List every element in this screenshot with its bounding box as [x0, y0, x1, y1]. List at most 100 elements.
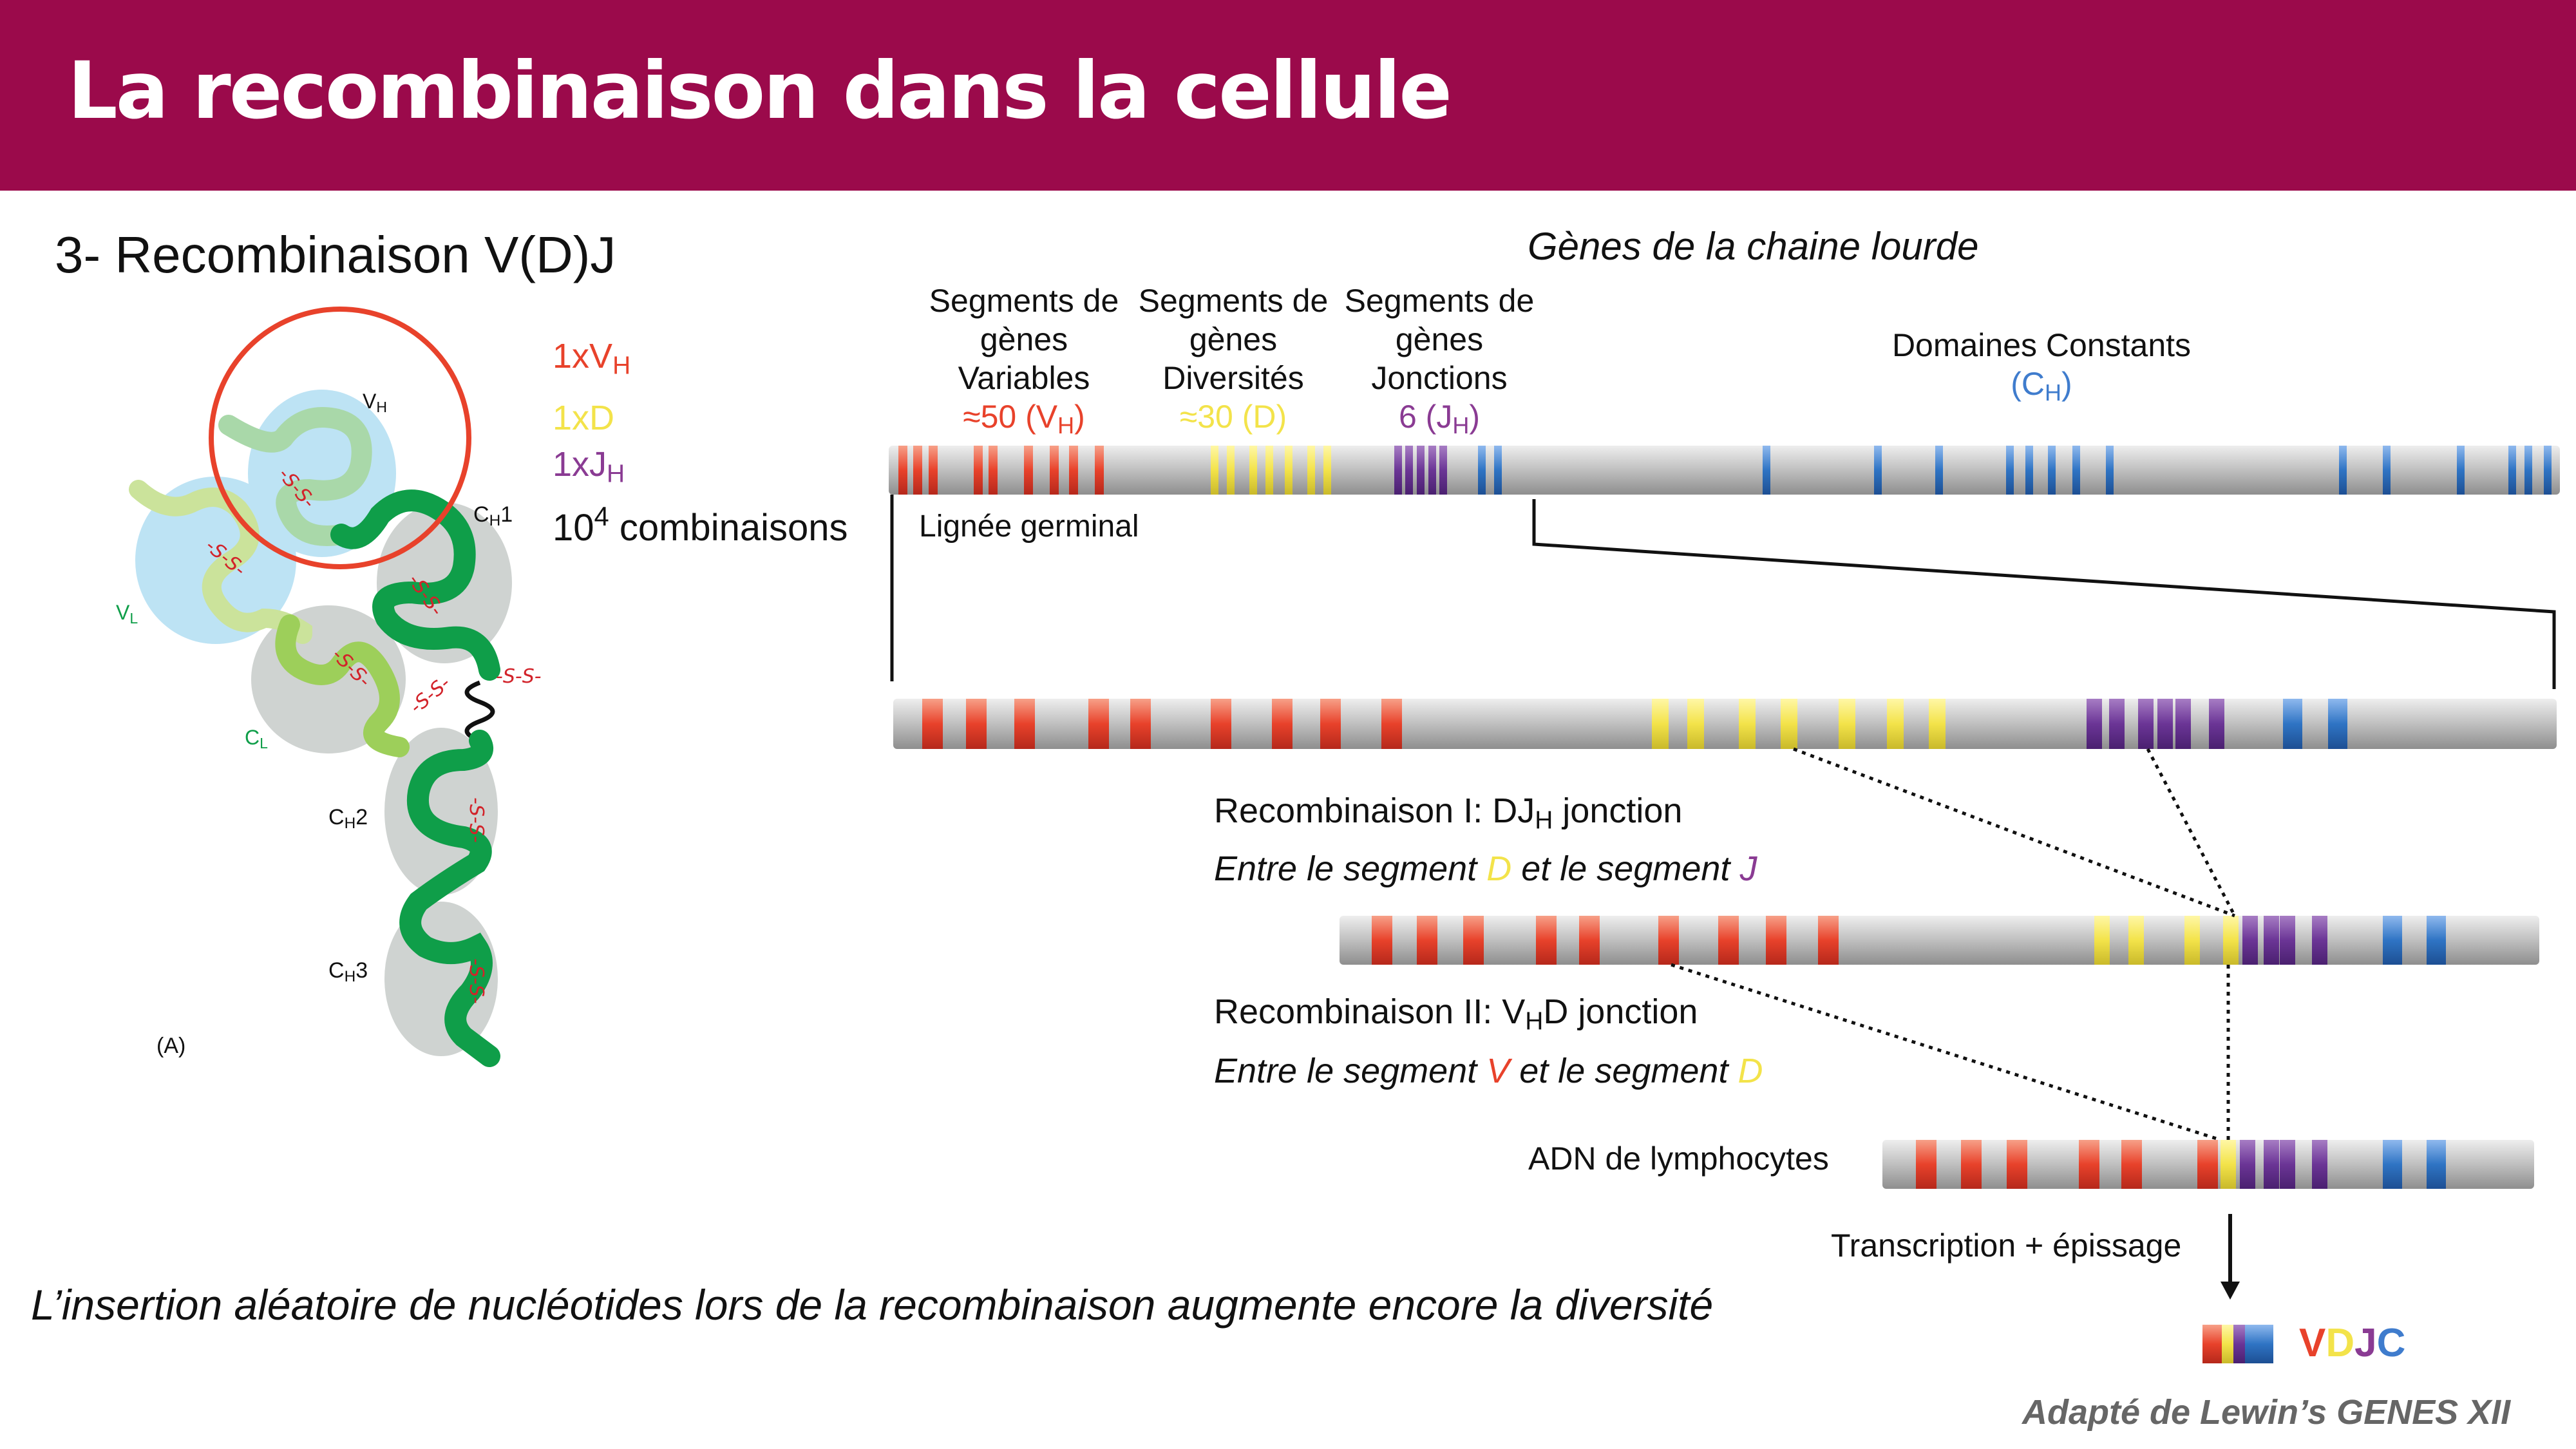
- c-segment-stripe: [2544, 446, 2552, 495]
- d-segment-stripe: [2128, 916, 2144, 965]
- j-segment-stripe: [2209, 699, 2224, 749]
- v-segment-stripe: [1095, 446, 1104, 495]
- v-segment-stripe: [1417, 916, 1437, 965]
- j-segment-stripe: [2312, 916, 2327, 965]
- d-segment-stripe: [1839, 699, 1855, 749]
- antibody-illustration: -S-S- -S-S- -S-S- -S-S- -S-S- -S-S- -S-S…: [129, 307, 542, 1067]
- transcription-label: Transcription + épissage: [1831, 1227, 2182, 1264]
- j-segment-stripe: [2087, 699, 2102, 749]
- v-segment-stripe: [974, 446, 983, 495]
- c-segment-stripe: [2383, 1140, 2402, 1189]
- c-segment-stripe: [2383, 916, 2402, 965]
- d-segment-stripe: [1652, 699, 1669, 749]
- v-segment-stripe: [2079, 1140, 2099, 1189]
- v-segment-stripe: [1818, 916, 1839, 965]
- c-segment-stripe: [2524, 446, 2532, 495]
- c-segment-stripe: [2048, 446, 2056, 495]
- title-banner: La recombinaison dans la cellule: [0, 0, 2576, 191]
- v-segment-stripe: [1272, 699, 1293, 749]
- d-segment-stripe: [1739, 699, 1756, 749]
- vh-highlight-circle: [209, 307, 471, 569]
- c-segment-stripe: [1874, 446, 1882, 495]
- germline-label: Lignée germinal: [919, 509, 1139, 544]
- cl-label: CL: [245, 726, 268, 752]
- d-segment-stripe: [1265, 446, 1273, 495]
- variable-segments-label: Segments de gènes Variables ≈50 (VH): [929, 283, 1119, 439]
- v-segment-stripe: [1579, 916, 1600, 965]
- footnote: L’insertion aléatoire de nucléotides lor…: [31, 1281, 1714, 1329]
- d-segment-stripe: [2184, 916, 2200, 965]
- c-segment-stripe: [2106, 446, 2114, 495]
- heavy-chain-title: Gènes de la chaine lourde: [1528, 225, 1979, 268]
- disulfide-hinge-right: -S-S-: [496, 665, 542, 688]
- c-segment-stripe: [1935, 446, 1943, 495]
- v-segment-stripe: [929, 446, 938, 495]
- junction-segments-label: Segments de gènes Jonctions 6 (JH): [1344, 283, 1535, 439]
- d-segment-stripe: [1227, 446, 1235, 495]
- c-segment-stripe: [2072, 446, 2080, 495]
- v-segment-stripe: [1024, 446, 1033, 495]
- d-segment-stripe: [1929, 699, 1946, 749]
- vdjc-label: VDJC: [2299, 1321, 2406, 1365]
- d-segment-stripe: [1285, 446, 1293, 495]
- vl-label: VL: [116, 601, 138, 627]
- c-segment-stripe: [2006, 446, 2014, 495]
- j-segment-stripe: [1439, 446, 1447, 495]
- c-segment-stripe: [1494, 446, 1502, 495]
- j-segment-stripe: [1405, 446, 1413, 495]
- recombination-1-title: Recombinaison I: DJH jonction: [1214, 791, 1683, 835]
- v-segment-stripe: [1381, 699, 1402, 749]
- c-segment-stripe: [2457, 446, 2465, 495]
- ch1-label: CH1: [473, 502, 513, 530]
- v-segment-stripe: [1088, 699, 1109, 749]
- c-segment-stripe: [2427, 1140, 2446, 1189]
- v-segment-stripe: [2007, 1140, 2027, 1189]
- jh-count: 1xJH: [553, 445, 625, 488]
- v-segment-stripe: [1372, 916, 1392, 965]
- v-segment-stripe: [1050, 446, 1059, 495]
- v-segment-stripe: [1766, 916, 1786, 965]
- v-segment-stripe: [913, 446, 922, 495]
- v-segment-stripe: [1014, 699, 1035, 749]
- v-segment-stripe: [922, 699, 943, 749]
- constant-domains-label: Domaines Constants (CH): [1891, 327, 2192, 406]
- v-segment-stripe: [1961, 1140, 1982, 1189]
- d-segment-stripe: [2221, 1140, 2236, 1189]
- transcription-arrow: [2221, 1214, 2240, 1300]
- j-segment-stripe: [1428, 446, 1436, 495]
- v-segment-stripe: [1463, 916, 1484, 965]
- disulfide-ch2: -S-S-: [465, 797, 488, 843]
- j-segment-stripe: [2264, 916, 2279, 965]
- j-segment-stripe: [2242, 916, 2258, 965]
- v-segment-stripe: [989, 446, 998, 495]
- mrna-product: [2202, 1325, 2273, 1363]
- j-segment-stripe: [2240, 1140, 2255, 1189]
- c-segment-stripe: [2025, 446, 2033, 495]
- ch3-label: CH3: [328, 958, 368, 986]
- expansion-lines: [890, 495, 2556, 689]
- c-segment-stripe: [2328, 699, 2347, 749]
- j-segment-stripe: [1417, 446, 1425, 495]
- j-segment-stripe: [2109, 699, 2125, 749]
- v-segment-stripe: [1658, 916, 1679, 965]
- page-title: La recombinaison dans la cellule: [68, 45, 1452, 137]
- lymphocyte-dna-bar: [1882, 1140, 2534, 1189]
- vh-label: VH: [363, 390, 387, 415]
- j-segment-stripe: [2264, 1140, 2279, 1189]
- j-segment-stripe: [2175, 699, 2191, 749]
- recombination-2-description: Entre le segment V et le segment D: [1214, 1052, 1763, 1090]
- j-segment-stripe: [2138, 699, 2154, 749]
- disulfide-ch3: -S-S-: [465, 958, 488, 1004]
- c-segment-stripe: [2383, 446, 2391, 495]
- d-segment-stripe: [2094, 916, 2110, 965]
- d-segment-stripe: [1249, 446, 1257, 495]
- ch2-label: CH2: [328, 805, 368, 833]
- panel-label: (A): [156, 1034, 186, 1058]
- d-segment-stripe: [1307, 446, 1315, 495]
- section-subtitle: 3- Recombinaison V(D)J: [55, 226, 616, 283]
- v-segment-stripe: [1916, 1140, 1937, 1189]
- c-segment-stripe: [2339, 446, 2347, 495]
- recombination-2-title: Recombinaison II: VHD jonction: [1214, 992, 1698, 1036]
- j-segment-stripe: [2312, 1140, 2327, 1189]
